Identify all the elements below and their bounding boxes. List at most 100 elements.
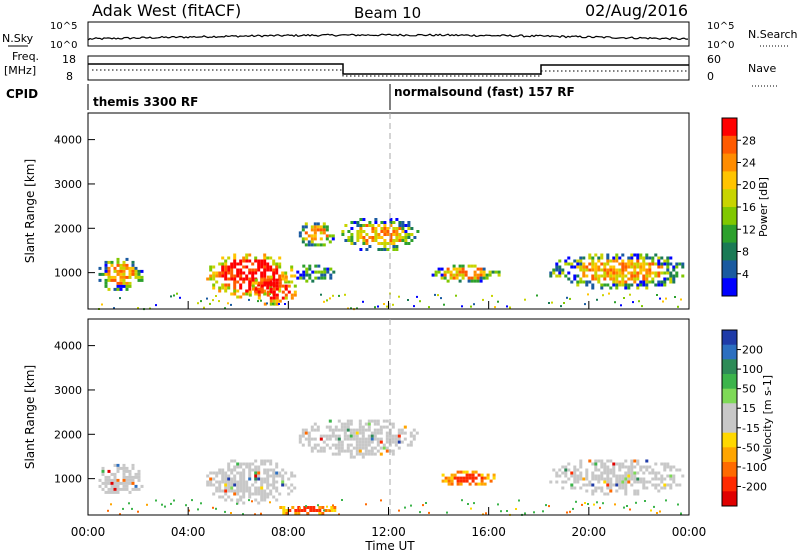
heatmap-cell: [618, 474, 622, 478]
heatmap-cell: [491, 294, 493, 297]
heatmap-cell: [239, 277, 243, 281]
heatmap-cell: [263, 477, 267, 481]
heatmap-cell: [257, 262, 261, 266]
heatmap-cell: [275, 262, 279, 266]
heatmap-cell: [254, 471, 258, 475]
heatmap-cell: [482, 298, 484, 301]
heatmap-cell: [654, 474, 658, 478]
heatmap-cell: [239, 477, 243, 481]
heatmap-cell: [645, 271, 649, 275]
heatmap-cell: [603, 471, 607, 475]
heatmap-cell: [221, 495, 225, 499]
heatmap-cell: [307, 431, 311, 435]
heatmap-cell: [621, 253, 625, 257]
heatmap-cell: [119, 269, 123, 273]
heatmap-cell: [343, 425, 347, 429]
heatmap-cell: [456, 482, 460, 486]
heatmap-cell: [185, 504, 187, 507]
heatmap-cell: [666, 483, 670, 487]
heatmap-cell: [233, 474, 237, 478]
heatmap-cell: [131, 487, 135, 491]
heatmap-cell: [672, 474, 676, 478]
heatmap-cell: [137, 307, 139, 310]
heatmap-cell: [239, 295, 243, 299]
heatmap-cell: [612, 280, 616, 284]
heatmap-cell: [572, 507, 574, 510]
heatmap-cell: [657, 283, 661, 287]
heatmap-cell: [455, 270, 459, 274]
heatmap-cell: [260, 477, 264, 481]
colorbar-segment: [722, 224, 737, 244]
heatmap-cell: [615, 286, 619, 290]
heatmap-cell: [629, 293, 631, 296]
heatmap-cell: [618, 283, 622, 287]
heatmap-cell: [374, 239, 378, 242]
velocity-frame: [87, 318, 690, 516]
heatmap-cell: [224, 492, 228, 496]
heatmap-cell: [591, 265, 595, 269]
heatmap-cell: [367, 422, 371, 426]
heatmap-cell: [239, 498, 243, 502]
heatmap-cell: [642, 283, 646, 287]
heatmap-cell: [409, 443, 413, 447]
heatmap-cell: [260, 495, 264, 499]
heatmap-cell: [218, 300, 220, 303]
heatmap-cell: [260, 262, 264, 266]
heatmap-cell: [585, 489, 589, 493]
heatmap-cell: [548, 302, 550, 304]
colorbar-segment: [722, 374, 737, 390]
heatmap-cell: [299, 507, 301, 510]
heatmap-cell: [116, 469, 120, 473]
heatmap-cell: [254, 489, 258, 493]
heatmap-cell: [385, 431, 389, 435]
heatmap-cell: [266, 275, 270, 279]
heatmap-cell: [555, 274, 559, 278]
heatmap-cell: [314, 276, 318, 280]
heatmap-cell: [660, 265, 664, 269]
heatmap-cell: [663, 468, 667, 472]
heatmap-cell: [332, 270, 336, 274]
heatmap-cell: [113, 266, 117, 270]
heatmap-cell: [224, 489, 228, 493]
heatmap-cell: [395, 218, 399, 221]
heatmap-cell: [398, 239, 402, 242]
heatmap-cell: [340, 425, 344, 429]
heatmap-cell: [618, 262, 622, 266]
heatmap-cell: [107, 478, 111, 482]
heatmap-cell: [343, 437, 347, 441]
heatmap-cell: [669, 280, 673, 284]
heatmap-cell: [630, 256, 634, 260]
heatmap-cell: [377, 242, 381, 245]
heatmap-cell: [389, 242, 393, 245]
heatmap-cell: [266, 293, 270, 297]
heatmap-cell: [245, 259, 249, 263]
heatmap-cell: [373, 422, 377, 426]
heatmap-cell: [367, 419, 371, 423]
heatmap-cell: [257, 501, 261, 505]
heatmap-cell: [128, 272, 132, 276]
heatmap-cell: [573, 480, 577, 484]
heatmap-cell: [573, 277, 577, 281]
heatmap-cell: [657, 274, 661, 278]
heatmap-cell: [579, 459, 583, 463]
heatmap-cell: [128, 284, 132, 288]
heatmap-cell: [585, 283, 589, 287]
heatmap-cell: [675, 265, 679, 269]
heatmap-cell: [293, 284, 297, 288]
heatmap-cell: [364, 452, 368, 456]
heatmap-cell: [290, 474, 294, 478]
heatmap-cell: [239, 486, 243, 490]
heatmap-cell: [242, 271, 246, 275]
heatmap-cell: [630, 468, 634, 472]
heatmap-cell: [491, 270, 495, 274]
heatmap-cell: [669, 483, 673, 487]
heatmap-cell: [371, 239, 375, 242]
heatmap-cell: [603, 465, 607, 469]
heatmap-cell: [310, 243, 314, 247]
heatmap-cell: [453, 476, 457, 480]
heatmap-cell: [609, 459, 613, 463]
heatmap-cell: [104, 478, 108, 482]
heatmap-cell: [642, 280, 646, 284]
heatmap-cell: [636, 265, 640, 269]
heatmap-cell: [383, 303, 385, 305]
